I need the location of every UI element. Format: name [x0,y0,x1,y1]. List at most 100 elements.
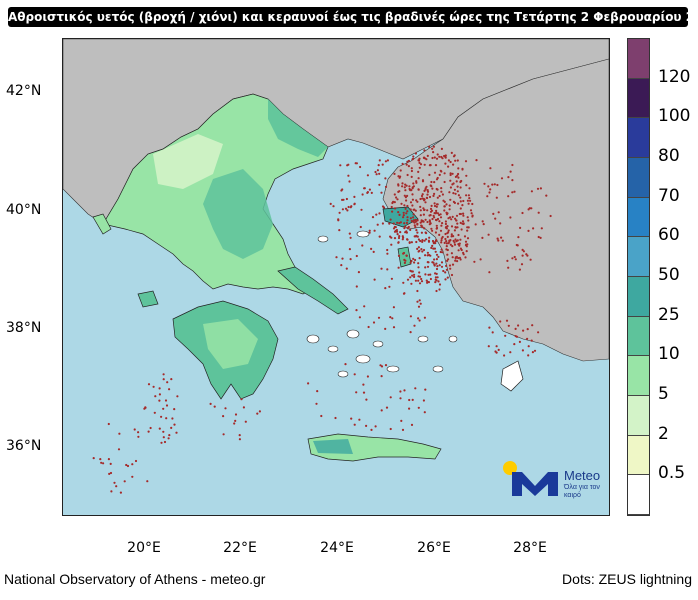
lightning-dot [397,254,401,257]
lightning-dot [486,195,489,198]
map-canvas [63,39,609,515]
lightning-dot [395,196,398,199]
lightning-dot [457,172,460,176]
lightning-dot [418,271,421,274]
lightning-dot [427,273,430,276]
lightning-dot [409,331,412,334]
lightning-dot [125,463,128,467]
colorbar-label: 120 [658,66,691,87]
lightning-dot [344,207,348,210]
lightning-dot [391,317,394,320]
lightning-dot [456,185,459,188]
lightning-dot [429,277,432,281]
lightning-dot [357,271,360,274]
lightning-dot [459,207,462,210]
lightning-dot [386,248,389,252]
lightning-dot [428,219,431,222]
lightning-dot [390,236,393,239]
lightning-dot [406,278,410,281]
colorbar-step [628,435,649,476]
lightning-dot [434,281,437,284]
lightning-dot [381,222,384,225]
lightning-dot [355,391,358,394]
lightning-dot [402,211,405,214]
lightning-dot [391,210,394,213]
lightning-dot [462,199,465,203]
lightning-dot [450,151,453,154]
lightning-dot [417,305,421,308]
lightning-dot [447,159,450,162]
lightning-dot [488,191,491,194]
lightning-dot [147,383,151,386]
lightning-dot [421,197,424,200]
lightning-dot [133,428,136,431]
lightning-dot [430,227,433,230]
lightning-dot [435,224,438,227]
lightning-dot [467,194,470,197]
lightning-dot [464,256,467,259]
lightning-dot [362,391,366,394]
lightning-dot [368,188,371,191]
lightning-dot [403,222,406,225]
lightning-dot [442,269,445,273]
lightning-dot [438,233,441,236]
lightning-dot [433,258,436,261]
lightning-dot [411,204,414,207]
lightning-dot [493,183,496,186]
lightning-dot [537,331,540,334]
lightning-dot [415,229,418,232]
lightning-dot [419,214,422,217]
lightning-dot [443,172,446,175]
lat-label-36: 36°N [6,438,42,454]
lightning-dot [522,329,525,332]
lightning-dot [449,186,452,189]
lightning-dot [173,408,176,411]
lightning-dot [385,406,389,409]
lightning-dot [380,375,383,378]
lightning-dot [423,149,426,152]
lightning-dot [176,395,179,398]
lightning-dot [454,238,457,241]
lightning-dot [419,209,422,212]
lightning-dot [520,263,524,266]
lightning-dot [376,169,379,172]
lightning-dot [424,201,427,204]
lightning-dot [467,202,470,205]
lightning-dot [119,491,122,494]
lightning-dot [438,194,441,198]
lightning-dot [348,232,351,235]
lightning-dot [526,254,529,257]
lightning-dot [461,220,465,223]
lightning-dot [444,237,447,241]
lightning-dot [375,213,378,216]
lightning-dot [107,458,110,461]
lightning-dot [454,159,457,162]
lightning-dot [433,156,436,159]
lightning-dot [511,163,514,167]
precip-band-thessaly [203,169,273,259]
lightning-dot [462,253,465,256]
lightning-dot [439,216,443,219]
lightning-dot [441,193,444,196]
lightning-dot [428,214,431,217]
sun-icon [503,461,517,475]
lightning-dot [403,292,406,295]
lightning-dot [410,270,413,273]
lightning-dot [457,249,460,252]
lightning-dot [222,415,225,418]
lightning-dot [417,177,420,180]
lightning-dot [158,427,161,430]
lightning-dot [401,182,404,185]
lightning-dot [361,193,364,196]
lightning-dot [539,236,542,239]
lightning-dot [405,212,408,215]
lightning-dot [496,183,499,187]
lightning-dot [465,250,468,253]
lightning-dot [365,398,368,401]
lightning-dot [414,209,417,212]
lightning-dot [458,244,461,247]
lightning-dot [430,180,433,184]
lightning-dot [411,274,414,277]
lightning-dot [447,165,450,168]
lightning-dot [420,280,424,283]
